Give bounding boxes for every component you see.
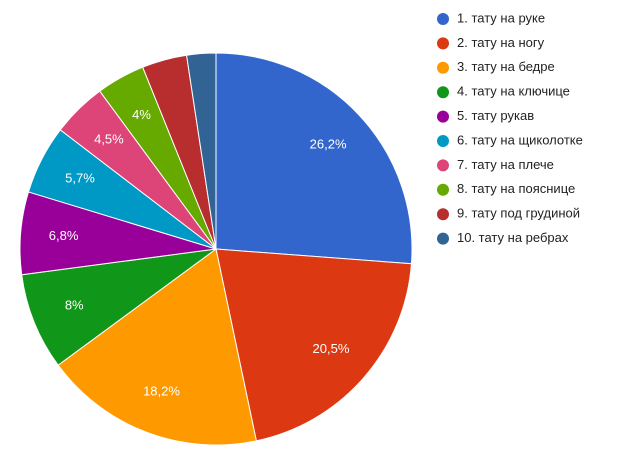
legend-label: 8. тату на пояснице bbox=[457, 181, 575, 196]
pie-slice bbox=[215, 248, 412, 442]
legend-label: 6. тату на щиколотке bbox=[457, 132, 583, 147]
value-label: 8% bbox=[65, 298, 84, 313]
value-label: 18,2% bbox=[143, 383, 180, 398]
legend-marker bbox=[437, 13, 449, 25]
value-label: 26,2% bbox=[310, 136, 347, 151]
legend-marker bbox=[437, 61, 449, 74]
legend-label: 5. тату рукав bbox=[457, 108, 534, 123]
legend-marker bbox=[437, 208, 449, 221]
pie-slice bbox=[21, 248, 217, 366]
pie-slice bbox=[215, 52, 413, 265]
legend-label: 2. тату на ногу bbox=[457, 35, 545, 50]
legend-marker bbox=[437, 110, 449, 123]
value-label: 6,8% bbox=[49, 228, 79, 243]
value-label: 5,7% bbox=[65, 171, 95, 186]
legend-label: 3. тату на бедре bbox=[457, 59, 555, 74]
value-label: 20,5% bbox=[313, 341, 350, 356]
legend-label: 7. тату на плече bbox=[457, 157, 554, 172]
legend-label: 1. тату на руке bbox=[457, 10, 545, 25]
value-label: 4,5% bbox=[94, 131, 124, 146]
legend-label: 4. тату на ключице bbox=[457, 84, 570, 99]
legend-marker bbox=[437, 159, 449, 172]
pie-slice bbox=[57, 248, 257, 446]
legend-label: 10. тату на ребрах bbox=[457, 230, 569, 245]
legend-label: 9. тату под грудиной bbox=[457, 206, 580, 221]
legend-marker bbox=[437, 135, 449, 147]
legend-marker bbox=[437, 232, 449, 245]
legend-marker bbox=[437, 183, 449, 196]
value-label: 4% bbox=[132, 107, 151, 122]
legend-marker bbox=[437, 86, 449, 99]
pie-slice bbox=[185, 52, 217, 250]
legend-marker bbox=[437, 37, 449, 50]
